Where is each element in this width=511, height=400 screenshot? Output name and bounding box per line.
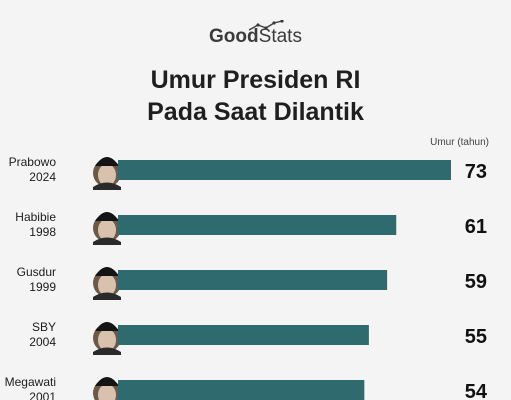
- chart-title-line-1: Umur Presiden RI: [150, 66, 361, 94]
- category-year-label: 1998: [29, 225, 56, 239]
- value-label: 59: [465, 271, 487, 293]
- category-year-label: 2001: [29, 390, 56, 400]
- category-label: Habibie: [15, 210, 56, 224]
- logo-text-bold: Good: [209, 26, 259, 47]
- bar: [118, 325, 369, 345]
- category-label: Prabowo: [9, 155, 57, 169]
- bar: [118, 380, 365, 400]
- category-year-label: 2004: [29, 335, 56, 349]
- president-portrait-icon: [93, 157, 121, 190]
- value-label: 73: [465, 161, 487, 183]
- category-year-label: 2024: [29, 170, 56, 184]
- category-label: Gusdur: [17, 265, 56, 279]
- president-portrait-icon: [93, 212, 121, 245]
- value-label: 61: [465, 216, 487, 238]
- bar: [118, 215, 397, 235]
- category-label: Megawati: [5, 375, 56, 389]
- category-year-label: 1999: [29, 280, 56, 294]
- president-portrait-icon: [93, 267, 121, 300]
- trend-line-icon: [248, 20, 284, 31]
- category-label: SBY: [32, 320, 56, 334]
- value-label: 55: [465, 326, 487, 348]
- axis-unit-label: Umur (tahun): [430, 137, 489, 148]
- bar: [118, 270, 388, 290]
- president-portrait-icon: [93, 322, 121, 355]
- value-label: 54: [465, 381, 488, 400]
- goodstats-logo: GoodStats: [0, 20, 511, 48]
- bar: [118, 160, 451, 180]
- president-portrait-icon: [93, 377, 121, 400]
- chart-title-line-2: Pada Saat Dilantik: [147, 98, 364, 126]
- logo-text-light: Stats: [258, 26, 302, 47]
- chart-title: Umur Presiden RI Pada Saat Dilantik: [0, 64, 511, 128]
